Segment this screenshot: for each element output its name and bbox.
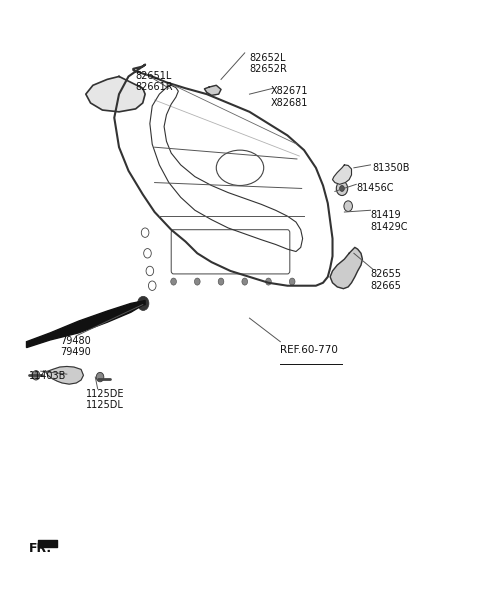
Text: 81350B: 81350B xyxy=(373,163,410,173)
Circle shape xyxy=(171,278,177,285)
Polygon shape xyxy=(26,300,145,347)
Text: 82652L
82652R: 82652L 82652R xyxy=(250,53,288,74)
Circle shape xyxy=(96,372,104,382)
Text: 81456C: 81456C xyxy=(356,183,394,193)
Circle shape xyxy=(340,186,344,192)
Polygon shape xyxy=(204,85,221,95)
Circle shape xyxy=(265,278,271,285)
Text: 82655
82665: 82655 82665 xyxy=(371,269,401,291)
Text: FR.: FR. xyxy=(29,542,52,555)
Circle shape xyxy=(344,201,352,211)
Text: 82651L
82661R: 82651L 82661R xyxy=(136,71,173,92)
Circle shape xyxy=(242,278,248,285)
Text: 81419
81429C: 81419 81429C xyxy=(371,210,408,232)
Text: REF.60-770: REF.60-770 xyxy=(0,594,1,595)
Polygon shape xyxy=(330,248,362,289)
Text: 79480
79490: 79480 79490 xyxy=(60,336,90,358)
Circle shape xyxy=(137,296,149,311)
Circle shape xyxy=(289,278,295,285)
Circle shape xyxy=(218,278,224,285)
Polygon shape xyxy=(43,367,84,384)
Text: X82671
X82681: X82671 X82681 xyxy=(271,86,308,108)
Circle shape xyxy=(336,181,348,196)
Text: REF.60-770: REF.60-770 xyxy=(280,345,338,355)
Polygon shape xyxy=(333,165,351,184)
Circle shape xyxy=(194,278,200,285)
Circle shape xyxy=(32,371,40,380)
Text: 11403B: 11403B xyxy=(29,371,66,381)
Text: 1125DE
1125DL: 1125DE 1125DL xyxy=(86,389,124,411)
Polygon shape xyxy=(86,77,145,112)
